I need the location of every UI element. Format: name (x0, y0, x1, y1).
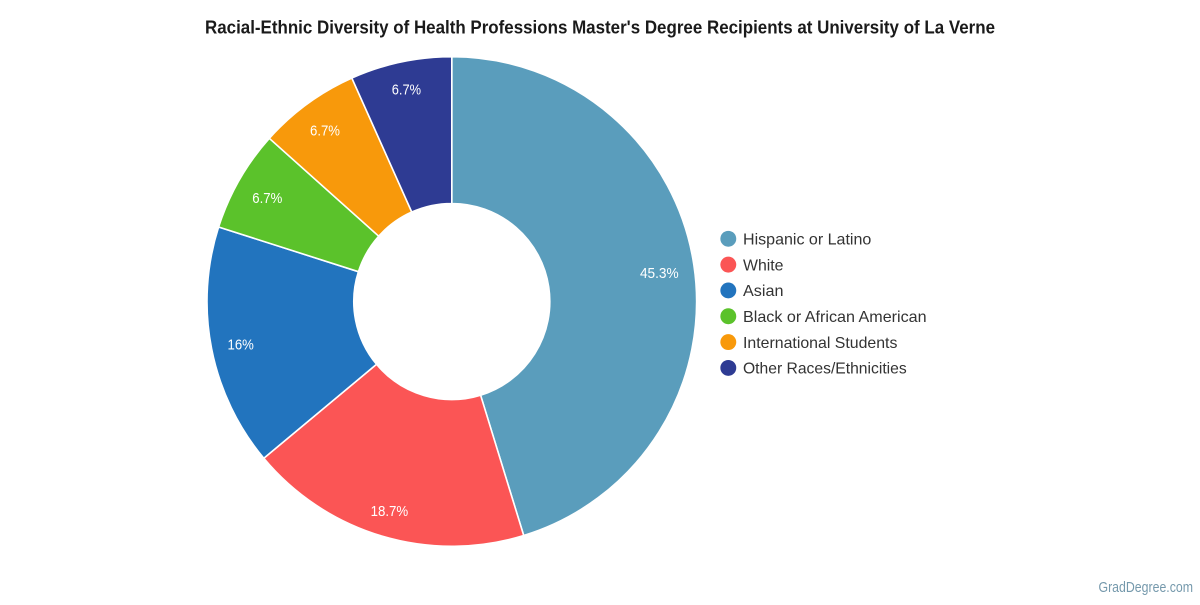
svg-text:GradDegree.com: GradDegree.com (1099, 579, 1194, 596)
svg-text:45.3%: 45.3% (640, 265, 679, 282)
svg-text:White: White (743, 257, 784, 274)
svg-text:6.7%: 6.7% (252, 190, 282, 207)
svg-text:Asian: Asian (743, 283, 784, 300)
svg-text:6.7%: 6.7% (392, 81, 421, 98)
svg-text:Other Races/Ethnicities: Other Races/Ethnicities (743, 361, 907, 378)
svg-text:Hispanic or Latino: Hispanic or Latino (743, 232, 871, 249)
svg-text:Black or African American: Black or African American (743, 309, 927, 326)
svg-text:6.7%: 6.7% (310, 122, 340, 139)
svg-text:International Students: International Students (743, 335, 897, 352)
svg-text:18.7%: 18.7% (371, 503, 409, 520)
svg-text:16%: 16% (228, 336, 254, 353)
svg-text:Racial-Ethnic Diversity of Hea: Racial-Ethnic Diversity of Health Profes… (205, 18, 995, 38)
